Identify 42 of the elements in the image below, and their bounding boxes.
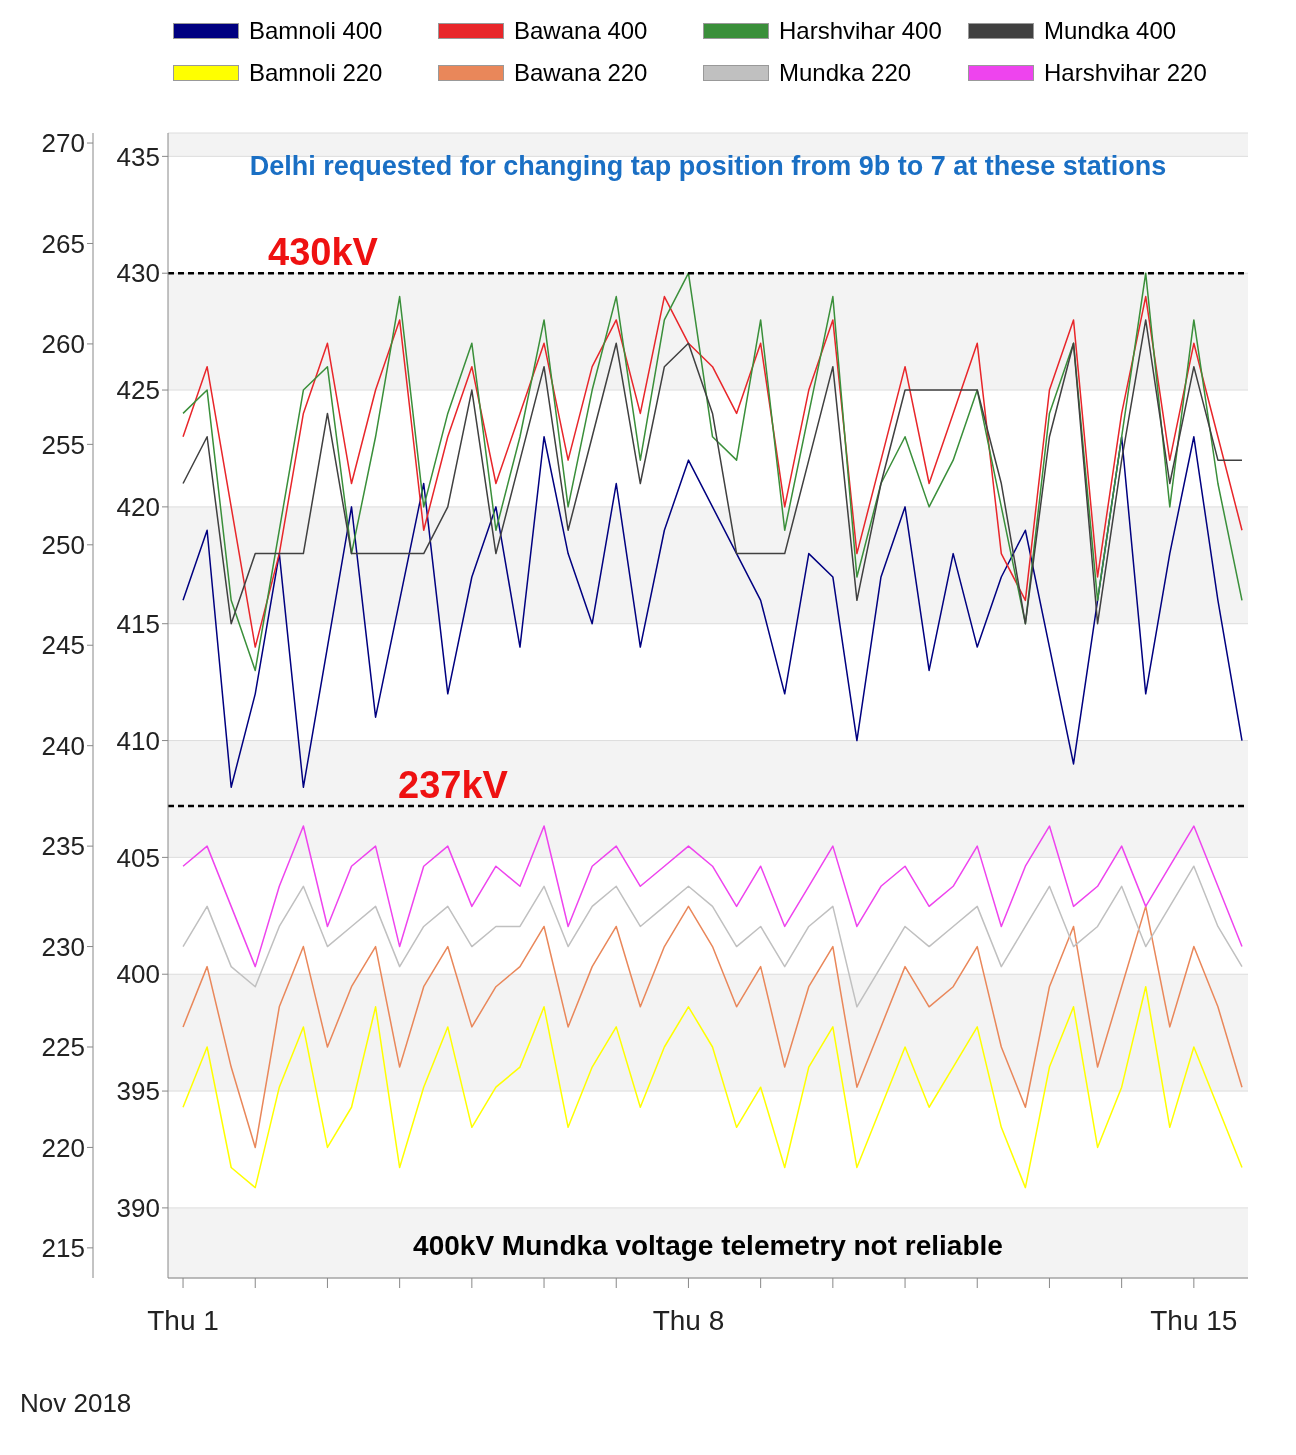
y2-tick-label: 250 (41, 530, 85, 561)
x-tick-label: Thu 1 (147, 1304, 219, 1336)
line-series (182, 905, 1243, 1149)
y2-tick-label: 255 (41, 429, 85, 460)
line-series (182, 865, 1243, 1008)
x-axis-title: Nov 2018 (20, 1388, 132, 1419)
annotation: Delhi requested for changing tap position from 9b to 7 at these stations (248, 151, 1168, 182)
legend-label: Mundka 220 (779, 58, 912, 88)
line-series (182, 985, 1243, 1189)
legend-label: Harshvihar 400 (779, 16, 942, 46)
legend-label: Mundka 400 (1044, 16, 1177, 46)
y-tick-label: 405 (116, 842, 160, 873)
legend-label: Harshvihar 220 (1044, 58, 1207, 88)
annotation: 400kV Mundka voltage telemetry not reliable (412, 1230, 1004, 1262)
y-tick-label: 425 (116, 375, 160, 406)
x-tick-label: Thu 15 (1150, 1304, 1238, 1336)
y2-tick-label: 245 (41, 630, 85, 661)
y-tick-label: 395 (116, 1076, 160, 1107)
y-tick-label: 400 (116, 959, 160, 990)
y2-tick-label: 215 (41, 1233, 85, 1264)
y2-tick-label: 260 (41, 329, 85, 360)
y-tick-label: 415 (116, 608, 160, 639)
y-tick-label: 420 (116, 492, 160, 523)
y2-tick-label: 220 (41, 1132, 85, 1163)
y-tick-label: 435 (116, 141, 160, 172)
y-tick-label: 430 (116, 258, 160, 289)
y2-tick-label: 265 (41, 228, 85, 259)
ref-line-label: 237kV (398, 763, 509, 806)
y-tick-label: 390 (116, 1193, 160, 1224)
y2-tick-label: 270 (41, 128, 85, 159)
legend-label: Bawana 400 (514, 16, 648, 46)
y2-tick-label: 230 (41, 931, 85, 962)
legend-label: Bamnoli 220 (249, 58, 383, 88)
y2-tick-label: 240 (41, 730, 85, 761)
y-tick-label: 410 (116, 725, 160, 756)
ref-line-label: 430kV (268, 231, 379, 274)
legend-label: Bamnoli 400 (249, 16, 383, 46)
line-series (182, 825, 1243, 968)
y2-tick-label: 225 (41, 1032, 85, 1063)
x-tick-label: Thu 8 (652, 1304, 725, 1336)
legend-label: Bawana 220 (514, 58, 648, 88)
y2-tick-label: 235 (41, 831, 85, 862)
